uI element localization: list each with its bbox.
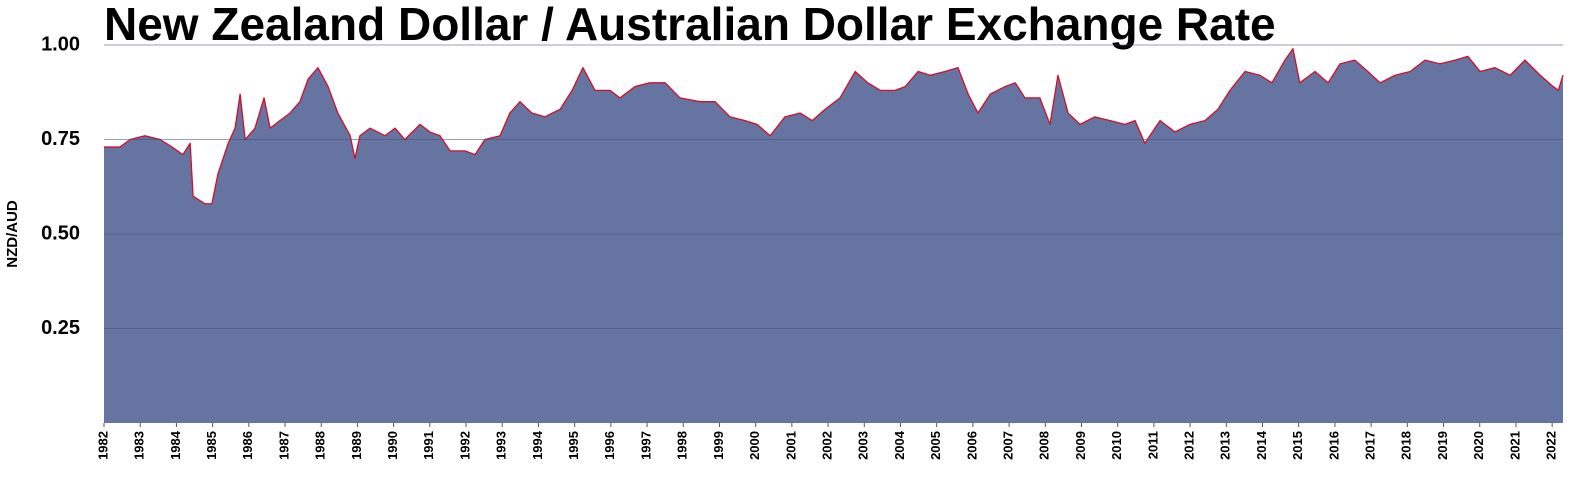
y-tick-label: 1.00 [41,33,80,55]
x-tick-label: 2016 [1326,431,1341,460]
y-tick-label: 0.75 [41,128,80,150]
y-tick-label: 0.50 [41,222,80,244]
x-tick-label: 2009 [1073,431,1088,460]
x-tick-label: 2020 [1471,431,1486,460]
x-tick-label: 2022 [1544,431,1559,460]
x-tick-label: 1987 [276,431,291,460]
x-tick-label: 2007 [1001,431,1016,460]
x-tick-label: 2014 [1254,430,1269,460]
line [104,48,1564,205]
x-tick-label: 2003 [856,431,871,460]
x-tick-label: 1983 [132,431,147,460]
x-tick-label: 1985 [204,431,219,460]
x-tick-label: 1984 [168,430,183,460]
x-tick-label: 2002 [820,431,835,460]
x-tick-label: 2001 [783,431,798,460]
x-tick-label: 1994 [530,430,545,460]
y-axis-label: NZD/AUD [4,200,21,268]
x-tick-label: 1997 [639,431,654,460]
x-tick-label: 2008 [1037,431,1052,460]
x-tick-label: 2018 [1399,431,1414,460]
x-tick-label: 1991 [421,431,436,460]
x-tick-label: 2012 [1182,431,1197,460]
x-tick-label: 2011 [1145,431,1160,459]
x-tick-label: 2006 [964,431,979,460]
x-tick-label: 2010 [1109,431,1124,460]
x-tick-label: 1995 [566,431,581,460]
x-tick-label: 1999 [711,431,726,460]
x-tick-label: 1986 [240,431,255,460]
y-tick-label: 0.25 [41,317,80,339]
x-tick-label: 2021 [1507,431,1522,460]
x-tick-label: 1996 [602,431,617,460]
x-tick-label: 1990 [385,431,400,460]
x-tick-label: 2000 [747,431,762,460]
x-tick-label: 1993 [494,431,509,460]
area [104,48,1563,423]
x-tick-label: 1989 [349,431,364,460]
x-tick-label: 2004 [892,430,907,460]
x-tick-label: 2015 [1290,431,1305,460]
x-tick-label: 1998 [675,431,690,460]
x-tick-label: 2005 [928,431,943,460]
chart-title: New Zealand Dollar / Australian Dollar E… [104,0,1276,50]
x-tick-label: 1988 [313,431,328,460]
x-tick-label: 2017 [1363,431,1378,460]
x-tick-label: 2013 [1218,431,1233,460]
x-tick-label: 1992 [457,431,472,460]
x-tick-label: 2019 [1435,431,1450,460]
x-tick-label: 1982 [95,431,110,460]
